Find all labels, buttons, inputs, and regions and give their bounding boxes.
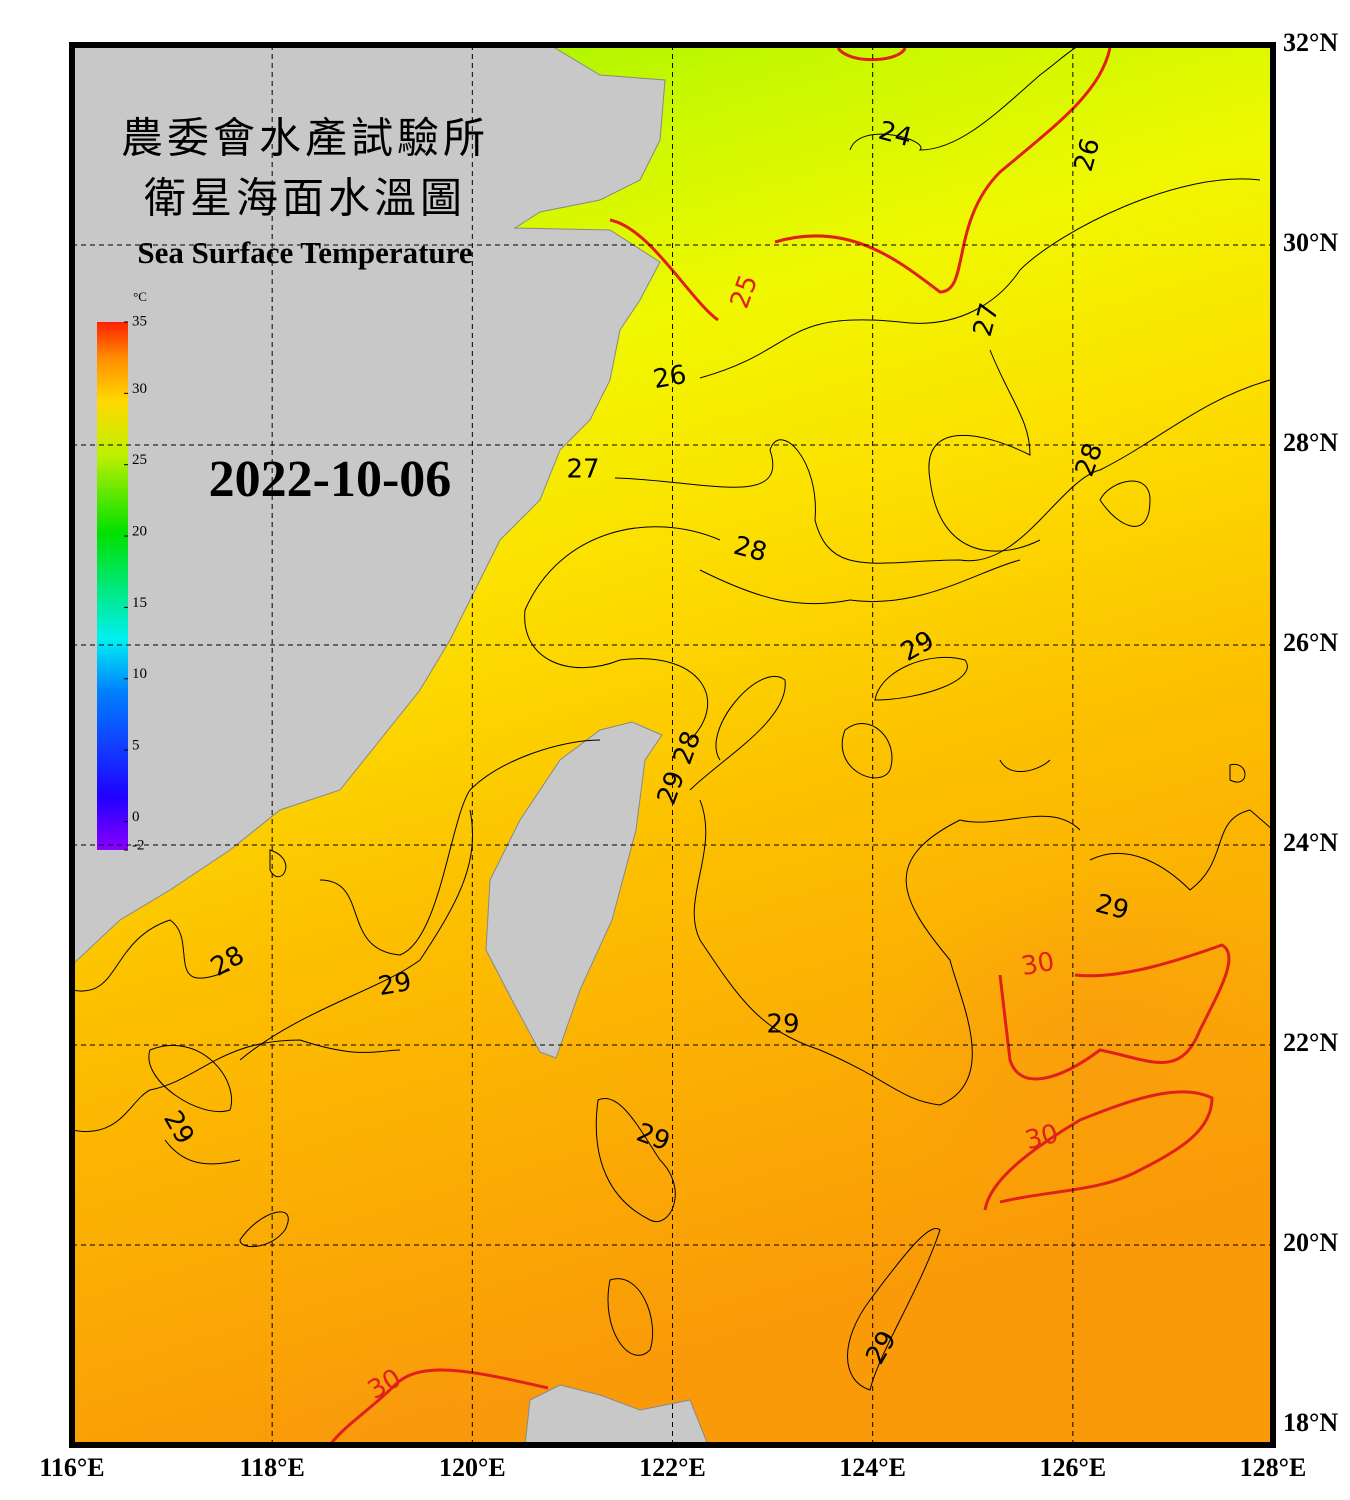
colorbar-unit: °C: [133, 289, 147, 304]
isotherm: [998, 943, 1231, 1081]
isotherm: [595, 1097, 676, 1223]
y-tick-label: 26°N: [1283, 628, 1338, 657]
x-tick-label: 128°E: [1240, 1453, 1307, 1482]
isotherm: [607, 1278, 654, 1356]
colorbar: [97, 322, 128, 850]
x-tick-label: 116°E: [39, 1453, 104, 1482]
isotherm: [849, 45, 1081, 151]
x-tick-label: 118°E: [240, 1453, 305, 1482]
colorbar-label: 5: [132, 738, 140, 754]
y-tick-label: 32°N: [1283, 28, 1338, 57]
y-tick-label: 20°N: [1283, 1228, 1338, 1257]
isotherm: [841, 723, 893, 779]
isotherm: [874, 656, 968, 701]
isotherm: [836, 46, 907, 62]
land-china: [72, 45, 666, 966]
y-tick-label: 22°N: [1283, 1028, 1338, 1057]
isotherm: [1089, 809, 1273, 891]
isotherm: [164, 1139, 241, 1165]
colorbar-label: 35: [132, 313, 147, 329]
isotherm: [928, 349, 1041, 552]
colorbar-label: 20: [132, 523, 147, 539]
map-area: [72, 45, 1273, 1445]
contour-label: 27: [566, 455, 599, 485]
isotherm: [699, 178, 1261, 379]
y-tick-label: 18°N: [1283, 1408, 1338, 1437]
isotherm: [148, 1044, 232, 1112]
land-luzon: [524, 1384, 709, 1445]
isotherm: [328, 1368, 549, 1445]
isotherm: [239, 809, 474, 1061]
title: 農委會水產試驗所: [121, 116, 489, 163]
colorbar-label: -2: [132, 837, 145, 853]
date: 2022-10-06: [209, 451, 452, 508]
isotherm: [1229, 764, 1246, 783]
x-tick-label: 126°E: [1039, 1453, 1106, 1482]
contour-label: 26: [651, 360, 689, 395]
isotherms: [72, 45, 1273, 1445]
isotherm: [319, 739, 601, 956]
isotherm: [524, 526, 721, 741]
land-taiwan: [485, 721, 663, 1059]
isotherm: [847, 1227, 941, 1391]
colorbar-label: 25: [132, 452, 147, 468]
isotherm: [72, 919, 231, 992]
isotherm: [983, 1090, 1214, 1211]
title: 衛星海面水溫圖: [144, 177, 466, 223]
isotherm: [699, 559, 1021, 605]
y-tick-label: 28°N: [1283, 428, 1338, 457]
isotherm: [239, 1211, 289, 1248]
isotherm: [774, 47, 1112, 294]
isotherm: [999, 759, 1051, 773]
isotherm: [1099, 480, 1151, 527]
x-tick-label: 124°E: [839, 1453, 906, 1482]
contour-label: 29: [766, 1010, 799, 1040]
isotherm: [693, 799, 1081, 1106]
x-tick-label: 120°E: [439, 1453, 506, 1482]
colorbar-label: 15: [132, 595, 147, 611]
y-tick-label: 30°N: [1283, 228, 1338, 257]
isotherm: [72, 1039, 401, 1133]
contour-label: 29: [376, 967, 414, 1002]
isotherm: [609, 218, 719, 322]
colorbar-label: 0: [132, 809, 140, 825]
subtitle: Sea Surface Temperature: [137, 235, 472, 270]
contour-label: 30: [1019, 947, 1057, 982]
isotherm: [614, 379, 1271, 564]
colorbar-label: 10: [132, 666, 147, 682]
colorbar-label: 30: [132, 381, 147, 397]
isotherm: [269, 849, 287, 878]
isotherm: [689, 676, 786, 791]
y-tick-label: 24°N: [1283, 828, 1338, 857]
x-tick-label: 122°E: [639, 1453, 706, 1482]
